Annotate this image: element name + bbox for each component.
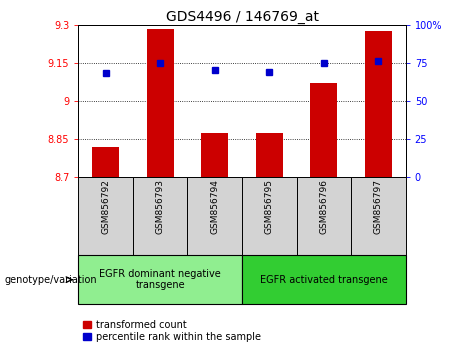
Bar (78, 177, 133, 255)
Text: GSM856797: GSM856797 (374, 179, 383, 234)
Text: genotype/variation: genotype/variation (5, 275, 97, 285)
Text: GSM856795: GSM856795 (265, 179, 274, 234)
Bar (147, 29, 174, 177)
Bar (242, 255, 406, 304)
Bar (256, 133, 283, 177)
Bar (133, 177, 188, 255)
Bar (296, 177, 351, 255)
Bar (188, 177, 242, 255)
Bar (92, 147, 119, 177)
Title: GDS4496 / 146769_at: GDS4496 / 146769_at (165, 10, 319, 24)
Bar (351, 177, 406, 255)
Bar (365, 31, 392, 177)
Text: EGFR dominant negative
transgene: EGFR dominant negative transgene (99, 269, 221, 291)
Text: GSM856796: GSM856796 (319, 179, 328, 234)
Text: EGFR activated transgene: EGFR activated transgene (260, 275, 388, 285)
Legend: transformed count, percentile rank within the sample: transformed count, percentile rank withi… (83, 320, 261, 342)
Text: GSM856793: GSM856793 (156, 179, 165, 234)
Bar (310, 83, 337, 177)
Bar (78, 255, 242, 304)
Bar (201, 133, 228, 177)
Text: GSM856794: GSM856794 (210, 179, 219, 234)
Bar (242, 177, 296, 255)
Text: GSM856792: GSM856792 (101, 179, 110, 234)
